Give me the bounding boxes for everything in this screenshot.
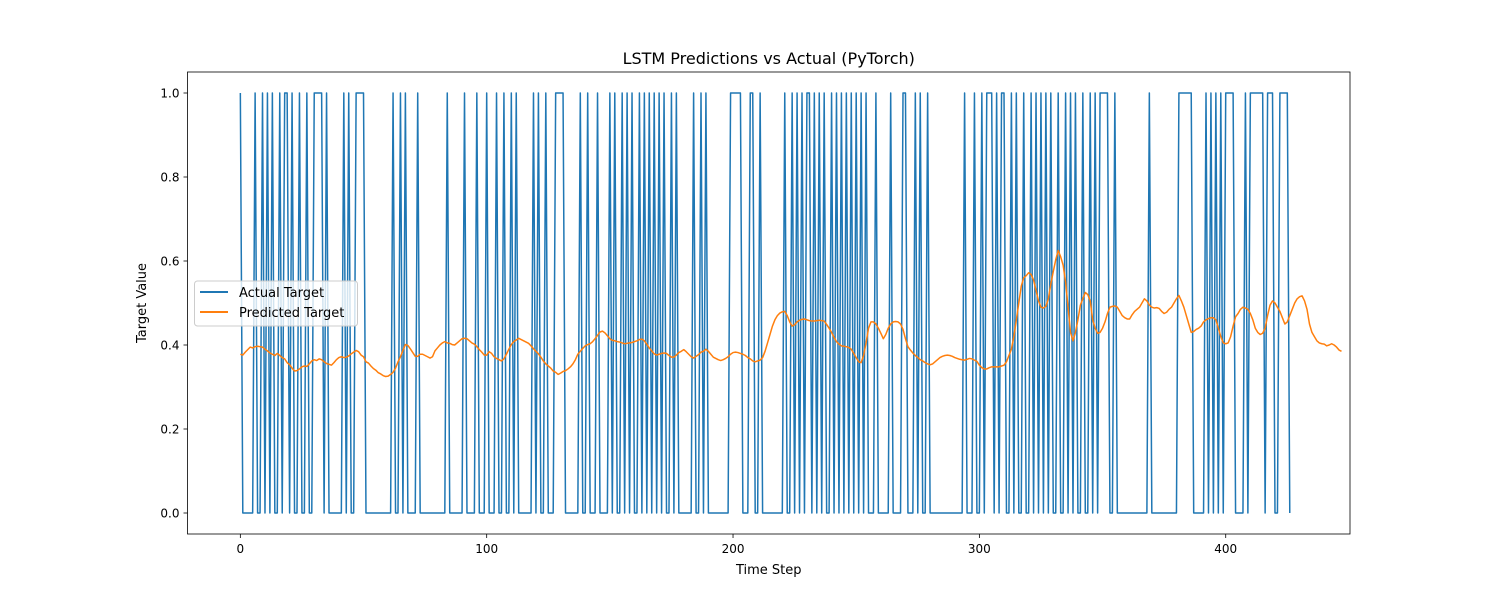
y-tick-label: 0.6 bbox=[160, 255, 179, 269]
y-tick-label: 0.0 bbox=[160, 507, 179, 521]
plot-area bbox=[187, 72, 1350, 534]
x-tick-label: 0 bbox=[237, 542, 245, 556]
series-line-actual bbox=[239, 92, 1291, 514]
x-axis-ticks: 0 100 200 300 400 bbox=[237, 534, 1237, 556]
chart-title: LSTM Predictions vs Actual (PyTorch) bbox=[623, 49, 915, 68]
legend: Actual Target Predicted Target bbox=[194, 280, 358, 327]
y-tick-label: 0.2 bbox=[160, 423, 179, 437]
x-tick-label: 300 bbox=[968, 542, 991, 556]
legend-label-predicted: Predicted Target bbox=[239, 306, 344, 321]
x-tick-label: 200 bbox=[722, 542, 745, 556]
plot-frame bbox=[187, 71, 1351, 535]
y-axis-ticks: 0.0 0.2 0.4 0.6 0.8 1.0 bbox=[160, 87, 188, 521]
y-tick-label: 1.0 bbox=[160, 87, 179, 101]
y-tick-label: 0.4 bbox=[160, 339, 179, 353]
x-tick-label: 100 bbox=[475, 542, 498, 556]
x-axis-label: Time Step bbox=[735, 563, 802, 578]
series-layer bbox=[239, 92, 1342, 514]
series-line-predicted bbox=[240, 249, 1342, 378]
y-tick-label: 0.8 bbox=[160, 171, 179, 185]
y-axis-label: Target Value bbox=[135, 263, 150, 344]
x-tick-label: 400 bbox=[1214, 542, 1237, 556]
legend-label-actual: Actual Target bbox=[239, 286, 324, 301]
legend-frame bbox=[194, 280, 358, 327]
